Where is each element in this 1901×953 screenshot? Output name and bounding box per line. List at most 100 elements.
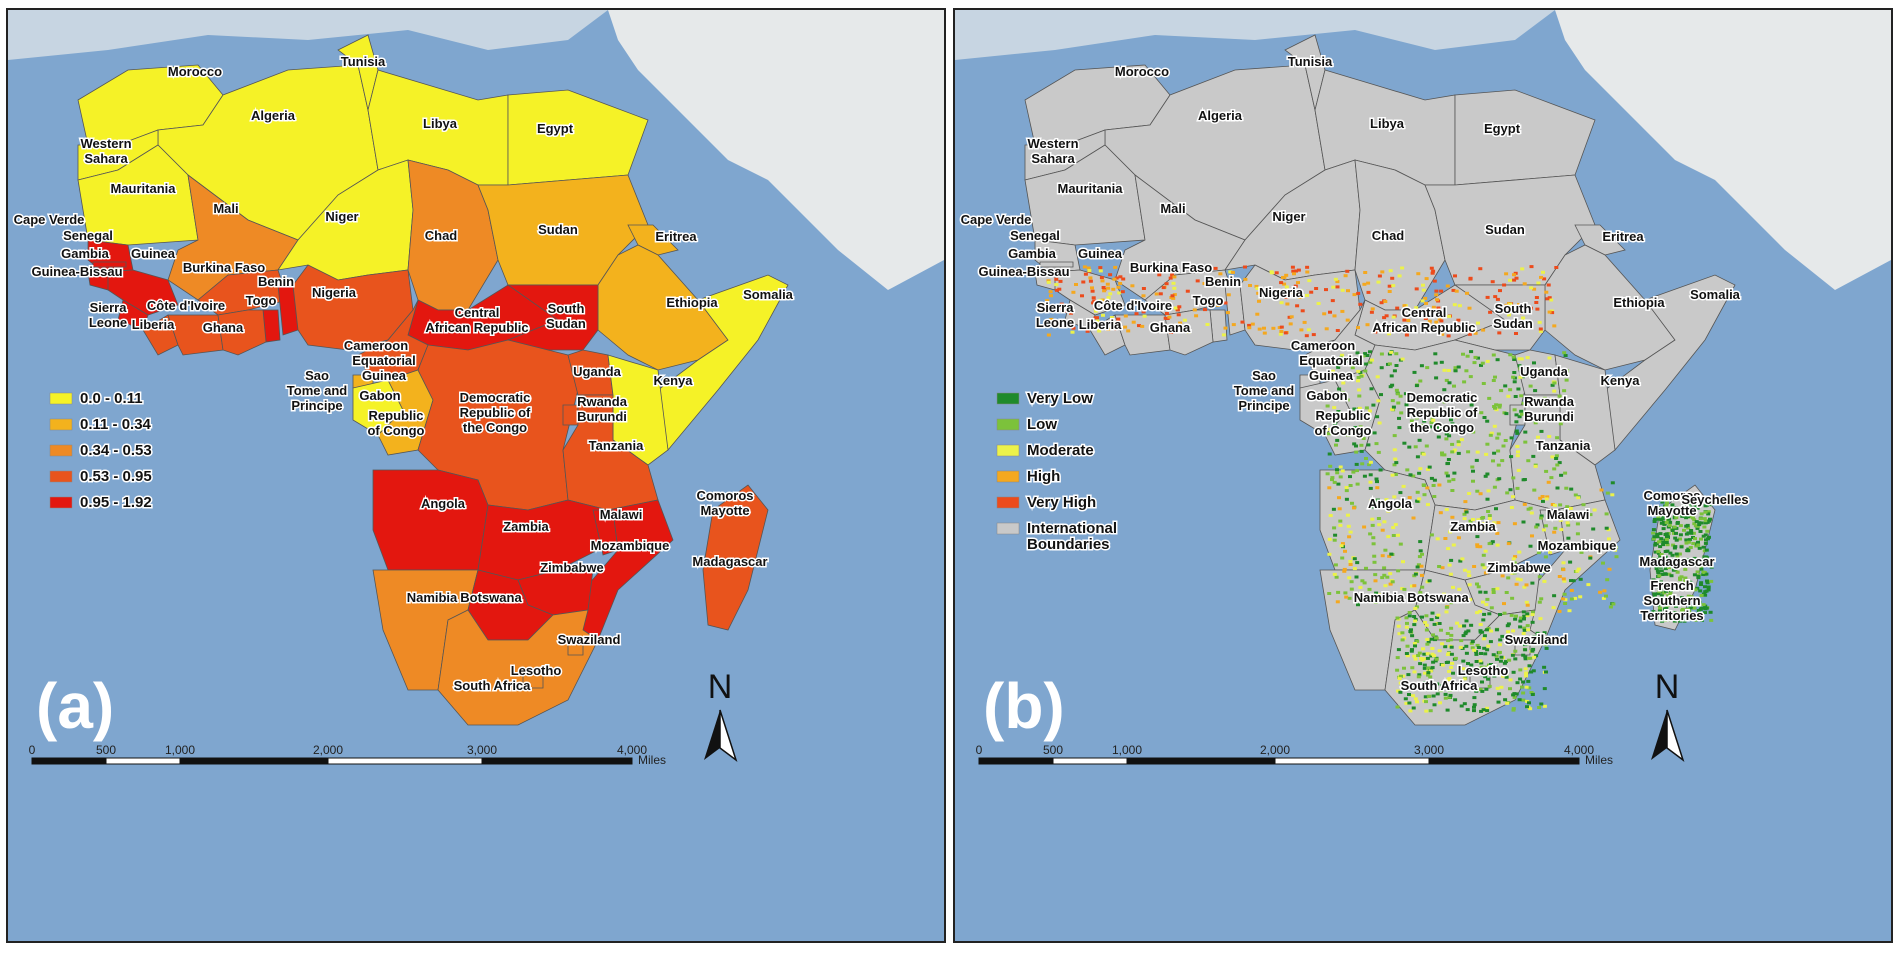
risk-pixel	[1534, 296, 1539, 299]
risk-pixel	[1500, 574, 1505, 578]
risk-pixel	[1478, 492, 1483, 496]
risk-pixel	[1396, 401, 1401, 405]
risk-pixel	[1681, 612, 1686, 616]
risk-pixel	[1200, 267, 1205, 271]
risk-pixel	[1539, 275, 1543, 279]
risk-pixel	[1677, 552, 1682, 556]
risk-pixel	[1498, 659, 1503, 663]
risk-pixel	[1446, 458, 1451, 461]
risk-pixel	[1688, 546, 1693, 549]
risk-pixel	[1447, 479, 1452, 483]
risk-pixel	[1392, 495, 1397, 499]
label-madagascar: Madagascar	[1639, 554, 1714, 569]
risk-pixel	[1343, 549, 1347, 553]
risk-pixel	[1651, 537, 1656, 541]
risk-pixel	[1686, 547, 1691, 551]
risk-pixel	[1504, 591, 1509, 594]
risk-pixel	[1495, 358, 1500, 362]
countries	[77, 34, 789, 726]
risk-pixel	[1514, 582, 1519, 586]
risk-pixel	[1434, 657, 1439, 661]
risk-pixel	[1658, 609, 1662, 613]
risk-pixel	[1423, 317, 1428, 320]
europe-landmass	[955, 10, 1555, 60]
risk-pixel	[1555, 436, 1560, 440]
risk-pixel	[1524, 685, 1529, 689]
risk-pixel	[1113, 265, 1118, 269]
risk-pixel	[1071, 290, 1076, 294]
risk-pixel	[1552, 389, 1557, 393]
risk-pixel	[1296, 281, 1300, 285]
risk-pixel	[1412, 615, 1417, 618]
risk-pixel	[1496, 700, 1501, 704]
risk-pixel	[1660, 619, 1665, 623]
risk-pixel	[1161, 286, 1166, 290]
risk-pixel	[1484, 628, 1489, 632]
risk-pixel	[1454, 394, 1459, 397]
risk-pixel	[1705, 581, 1710, 585]
risk-pixel	[1417, 555, 1422, 559]
risk-pixel	[1608, 547, 1613, 551]
risk-pixel	[1664, 532, 1669, 536]
legend-swatch	[996, 392, 1020, 405]
risk-pixel	[1533, 389, 1538, 393]
risk-pixel	[1487, 517, 1492, 521]
risk-pixel	[1497, 331, 1502, 335]
risk-pixel	[1302, 320, 1307, 324]
risk-pixel	[1528, 566, 1533, 570]
risk-pixel	[1500, 459, 1505, 463]
risk-pixel	[1658, 613, 1663, 617]
risk-pixel	[1614, 546, 1619, 549]
risk-pixel	[1382, 566, 1387, 570]
risk-pixel	[1675, 521, 1680, 524]
label-south-sudan: South Sudan	[546, 301, 586, 331]
risk-pixel	[1511, 495, 1515, 499]
risk-pixel	[1374, 477, 1379, 481]
risk-pixel	[1413, 657, 1418, 661]
risk-pixel	[1662, 591, 1667, 595]
risk-pixel	[1527, 701, 1531, 705]
risk-pixel	[1659, 553, 1664, 556]
label-morocco: Morocco	[168, 64, 222, 79]
risk-pixel	[1475, 643, 1480, 647]
risk-pixel	[1445, 708, 1450, 712]
risk-pixel	[1500, 634, 1505, 638]
risk-pixel	[1404, 333, 1409, 337]
risk-pixel	[1709, 618, 1714, 622]
risk-pixel	[1355, 469, 1359, 473]
risk-pixel	[1467, 332, 1472, 336]
risk-pixel	[1478, 629, 1483, 633]
risk-pixel	[1424, 277, 1429, 281]
risk-pixel	[1672, 611, 1677, 615]
risk-pixel	[1405, 654, 1410, 658]
risk-pixel	[1544, 670, 1548, 674]
risk-pixel	[1497, 650, 1502, 654]
risk-pixel	[1686, 531, 1691, 535]
risk-pixel	[1522, 478, 1527, 481]
risk-pixel	[1472, 709, 1476, 713]
risk-pixel	[1517, 550, 1522, 554]
risk-pixel	[1362, 525, 1367, 529]
risk-pixel	[1491, 379, 1496, 382]
risk-pixel	[1257, 327, 1262, 331]
risk-pixel	[1092, 299, 1097, 303]
risk-pixel	[1404, 403, 1409, 407]
risk-pixel	[1680, 506, 1684, 510]
risk-pixel	[1415, 700, 1419, 704]
risk-pixel	[1113, 327, 1118, 331]
risk-pixel	[1325, 390, 1330, 394]
risk-pixel	[1482, 612, 1487, 616]
label-eritrea: Eritrea	[655, 229, 697, 244]
risk-pixel	[1525, 373, 1530, 377]
risk-pixel	[1526, 642, 1531, 646]
risk-pixel	[1514, 614, 1518, 618]
risk-pixel	[1420, 658, 1425, 662]
risk-pixel	[1305, 265, 1310, 269]
risk-pixel	[1704, 589, 1709, 593]
risk-pixel	[1692, 573, 1697, 577]
risk-pixel	[1453, 698, 1458, 702]
label-malawi: Malawi	[1547, 507, 1590, 522]
risk-pixel	[1050, 305, 1055, 309]
risk-pixel	[1512, 380, 1517, 384]
risk-pixel	[1469, 663, 1474, 667]
